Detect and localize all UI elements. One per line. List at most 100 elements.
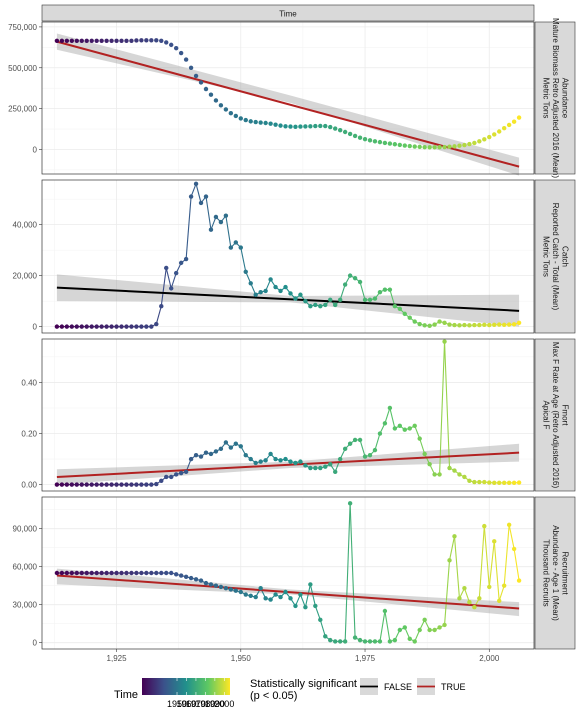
data-point [219,585,223,589]
data-point [224,107,228,111]
data-point [323,465,327,469]
data-point [278,458,282,462]
data-point [502,323,506,327]
data-point [139,38,143,42]
data-point [517,115,521,119]
data-point [378,290,382,294]
data-point [363,298,367,302]
data-point [184,470,188,474]
y-tick-label: 30,000 [13,601,38,610]
data-point [55,482,59,486]
data-point [492,323,496,327]
panel-strip-label: Apical F [541,401,550,430]
data-point [427,324,431,328]
data-point [288,291,292,295]
y-tick-label: 0 [33,323,38,332]
data-point [278,123,282,127]
data-point [477,139,481,143]
data-point [273,285,277,289]
data-point [164,571,168,575]
data-point [219,220,223,224]
data-point [169,43,173,47]
data-point [353,635,357,639]
data-point [239,590,243,594]
y-tick-label: 250,000 [8,105,37,114]
column-strip-label: Time [279,10,297,19]
data-point [283,590,287,594]
data-point [85,571,89,575]
data-point [149,482,153,486]
data-point [338,639,342,643]
data-point [94,324,98,328]
data-point [80,571,84,575]
data-point [328,638,332,642]
data-point [124,482,128,486]
data-point [487,480,491,484]
data-point [89,324,93,328]
data-point [328,298,332,302]
data-point [194,453,198,457]
data-point [487,135,491,139]
data-point [482,480,486,484]
data-point [209,228,213,232]
data-point [268,452,272,456]
y-tick-label: 0.20 [21,430,37,439]
panel-strip-label: Metric Tons [541,78,550,119]
data-point [398,143,402,147]
data-point [427,145,431,149]
panel-strip-label: Abundance [560,78,569,119]
data-point [174,46,178,50]
data-point [194,182,198,186]
panel-strip-label: Abundance - Age 1 (Mean) [551,525,560,621]
legend-label-false: FALSE [384,682,412,692]
data-point [239,116,243,120]
data-point [75,324,79,328]
data-point [179,51,183,55]
data-point [129,324,133,328]
data-point [224,586,228,590]
data-point [199,80,203,84]
data-point [288,596,292,600]
data-point [263,289,267,293]
data-point [94,39,98,43]
data-point [427,628,431,632]
data-point [119,571,123,575]
y-tick-label: 500,000 [8,64,37,73]
panel-strip-label: Metric Tons [541,236,550,277]
data-point [224,440,228,444]
data-point [60,571,64,575]
data-point [124,571,128,575]
data-point [368,138,372,142]
data-point [214,98,218,102]
data-point [417,436,421,440]
data-point [239,444,243,448]
data-point [209,93,213,97]
data-point [323,124,327,128]
colorbar-title: Time [114,689,138,701]
data-point [323,303,327,307]
data-point [422,145,426,149]
data-point [373,448,377,452]
data-point [452,323,456,327]
data-point [60,482,64,486]
data-point [343,130,347,134]
data-point [283,285,287,289]
data-point [482,524,486,528]
data-point [363,137,367,141]
data-point [65,39,69,43]
data-point [388,287,392,291]
data-point [298,124,302,128]
data-point [417,628,421,632]
data-point [249,457,253,461]
data-point [159,479,163,483]
data-point [398,628,402,632]
data-point [358,136,362,140]
data-point [104,39,108,43]
data-point [55,571,59,575]
data-point [353,134,357,138]
data-point [348,132,352,136]
data-point [244,118,248,122]
data-point [333,126,337,130]
